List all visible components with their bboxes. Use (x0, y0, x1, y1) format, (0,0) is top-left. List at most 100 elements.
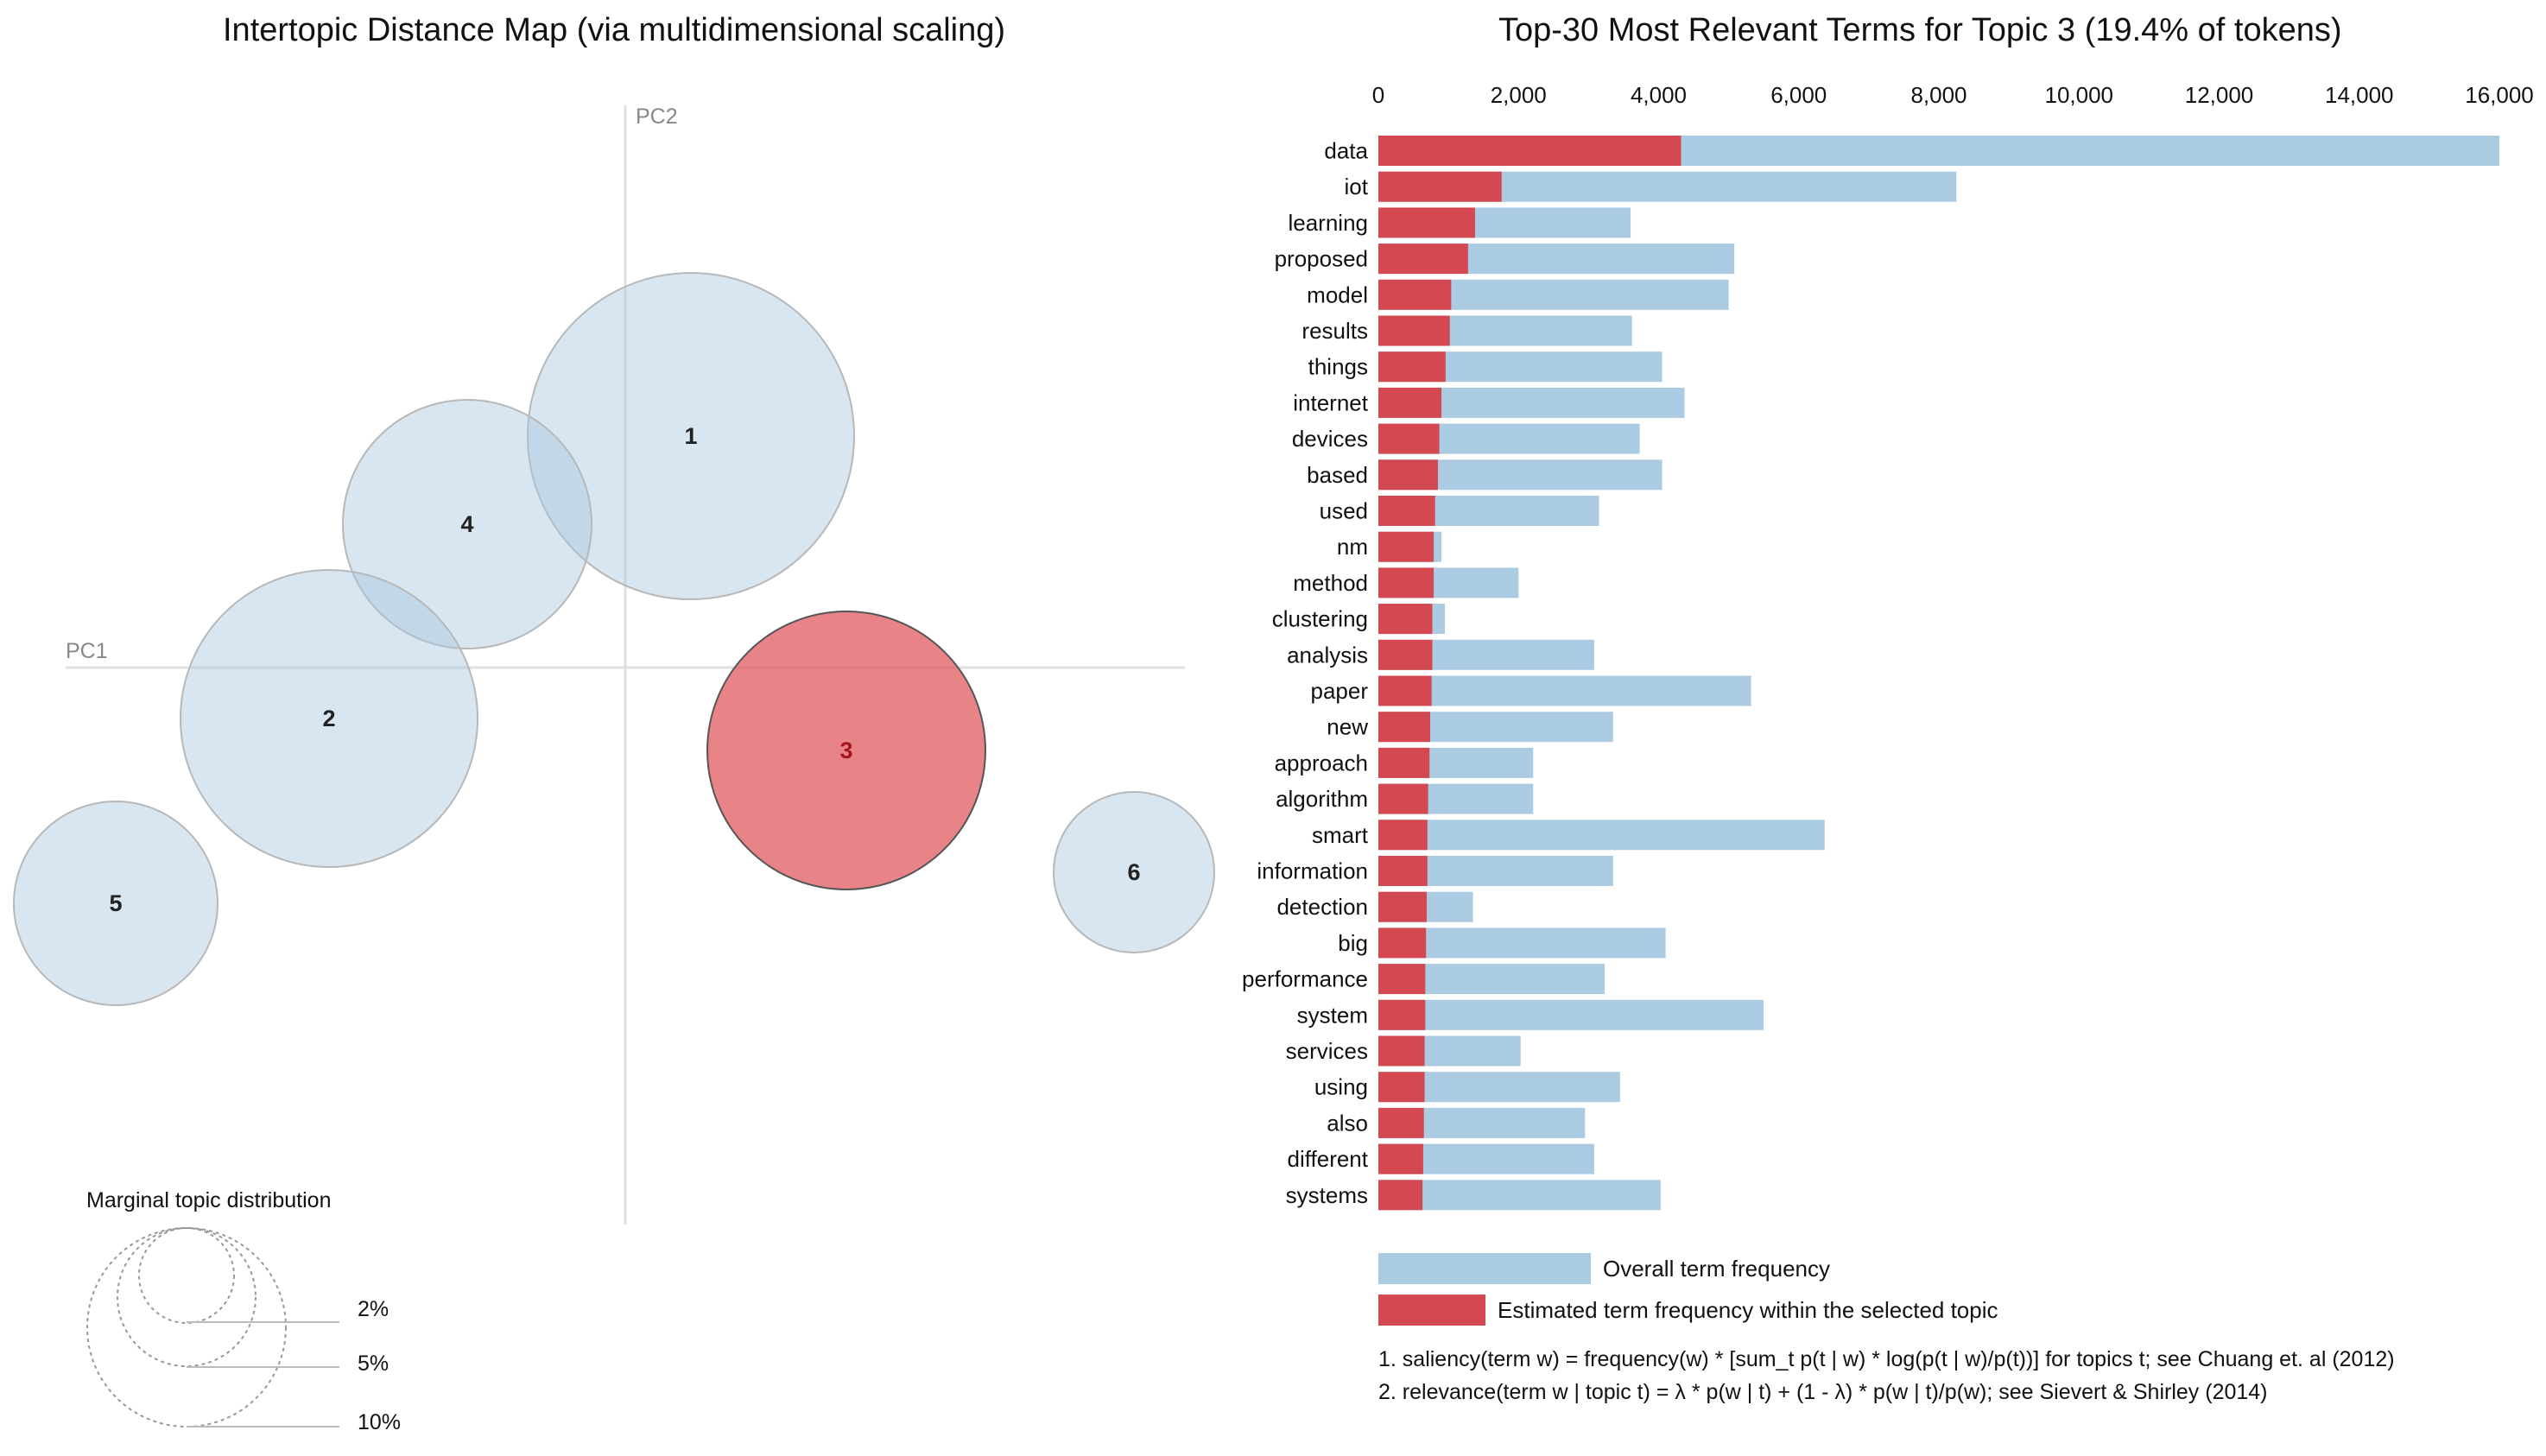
bar-topic-frequency (1378, 639, 1433, 670)
term-row[interactable]: smart (1312, 820, 1825, 851)
bar-topic-frequency (1378, 531, 1434, 562)
term-row[interactable]: performance (1242, 964, 1606, 995)
term-row[interactable]: using (1314, 1072, 1620, 1103)
bar-topic-frequency (1378, 136, 1682, 166)
term-label[interactable]: data (1324, 138, 1368, 164)
intertopic-distance-map: PC1 PC2 1 4 2 3 6 5 Marginal topic distr… (13, 104, 1215, 1434)
term-label[interactable]: results (1302, 318, 1368, 344)
topic-circle-2[interactable] (180, 569, 478, 868)
term-row[interactable]: approach (1275, 747, 1534, 778)
term-row[interactable]: systems (1286, 1180, 1661, 1211)
term-label[interactable]: detection (1276, 894, 1368, 920)
term-row[interactable]: information (1257, 856, 1613, 886)
term-label[interactable]: iot (1345, 174, 1369, 199)
pc1-axis-label: PC1 (66, 639, 108, 663)
term-label[interactable]: based (1307, 462, 1368, 488)
term-label[interactable]: services (1286, 1038, 1368, 1064)
term-row[interactable]: detection (1276, 891, 1473, 922)
bar-topic-frequency (1378, 315, 1450, 346)
term-label[interactable]: also (1327, 1110, 1368, 1136)
topic-circle-4[interactable] (342, 399, 592, 649)
term-row[interactable]: algorithm (1276, 783, 1534, 814)
bar-topic-frequency (1378, 675, 1432, 706)
term-label[interactable]: internet (1293, 389, 1368, 415)
term-row[interactable]: method (1293, 567, 1519, 598)
bar-topic-frequency (1378, 783, 1428, 814)
term-label[interactable]: devices (1292, 426, 1368, 452)
term-label[interactable]: learning (1288, 210, 1368, 236)
term-label[interactable]: using (1314, 1074, 1368, 1100)
term-label[interactable]: used (1320, 498, 1368, 524)
term-label[interactable]: paper (1311, 678, 1369, 704)
term-label[interactable]: model (1307, 282, 1368, 307)
term-row[interactable]: results (1302, 315, 1632, 346)
bar-rows: data iot learning proposed model results thing… (1242, 136, 2499, 1211)
term-row[interactable]: devices (1292, 423, 1640, 454)
bar-topic-frequency (1378, 891, 1427, 922)
term-label[interactable]: proposed (1275, 246, 1368, 272)
term-label[interactable]: systems (1286, 1182, 1368, 1208)
term-row[interactable]: clustering (1272, 604, 1446, 635)
bar-overall-frequency (1378, 999, 1764, 1030)
bar-topic-frequency (1378, 747, 1430, 778)
bar-topic-frequency (1378, 999, 1426, 1030)
term-row[interactable]: iot (1345, 171, 1957, 202)
topic-label-1: 1 (684, 423, 697, 449)
bar-topic-frequency (1378, 279, 1452, 310)
marginal-circle-5pct (117, 1227, 256, 1367)
term-row[interactable]: learning (1288, 207, 1631, 238)
term-label[interactable]: nm (1337, 534, 1368, 560)
bar-topic-frequency (1378, 712, 1431, 743)
bar-topic-frequency (1378, 604, 1433, 635)
term-label[interactable]: analysis (1287, 642, 1368, 668)
legend-label-overall: Overall term frequency (1603, 1256, 1830, 1282)
footnote-relevance: 2. relevance(term w | topic t) = λ * p(w… (1378, 1380, 2268, 1404)
term-label[interactable]: performance (1242, 966, 1368, 992)
term-row[interactable]: proposed (1275, 244, 1735, 275)
term-label[interactable]: different (1288, 1146, 1369, 1172)
term-row[interactable]: internet (1293, 387, 1685, 418)
term-row[interactable]: things (1308, 351, 1662, 383)
bar-topic-frequency (1378, 1035, 1425, 1067)
term-label[interactable]: method (1293, 570, 1368, 596)
term-label[interactable]: big (1338, 930, 1368, 956)
topic-circle-1[interactable] (527, 272, 855, 600)
term-row[interactable]: services (1286, 1035, 1521, 1067)
topic-circle-5[interactable] (13, 801, 218, 1006)
term-row[interactable]: based (1307, 459, 1662, 491)
x-tick-label: 2,000 (1491, 82, 1547, 108)
topic-circle-6[interactable] (1053, 791, 1215, 953)
term-label[interactable]: system (1297, 1002, 1368, 1028)
term-row[interactable]: analysis (1287, 639, 1594, 670)
marginal-distribution-title: Marginal topic distribution (86, 1188, 331, 1212)
bar-topic-frequency (1378, 820, 1428, 851)
term-row[interactable]: different (1288, 1143, 1594, 1174)
bar-overall-frequency (1378, 820, 1825, 851)
term-row[interactable]: model (1307, 279, 1729, 310)
legend-swatch-topic (1378, 1295, 1485, 1326)
term-row[interactable]: used (1320, 496, 1599, 526)
term-label[interactable]: approach (1275, 750, 1368, 775)
term-row[interactable]: paper (1311, 675, 1751, 706)
bar-topic-frequency (1378, 244, 1468, 275)
bar-topic-frequency (1378, 351, 1446, 383)
bar-topic-frequency (1378, 1143, 1423, 1174)
x-tick-label: 16,000 (2465, 82, 2534, 108)
marginal-label-2pct: 2% (358, 1297, 389, 1321)
x-tick-label: 6,000 (1770, 82, 1827, 108)
term-row[interactable]: system (1297, 999, 1764, 1030)
term-label[interactable]: things (1308, 354, 1368, 380)
intertopic-map-title: Intertopic Distance Map (via multidimens… (223, 12, 1006, 48)
term-label[interactable]: smart (1312, 822, 1369, 848)
term-label[interactable]: clustering (1272, 606, 1368, 632)
term-row[interactable]: new (1327, 712, 1613, 743)
term-row[interactable]: big (1338, 927, 1666, 959)
term-label[interactable]: new (1327, 714, 1368, 740)
term-row[interactable]: nm (1337, 531, 1442, 562)
topic-circle-3[interactable] (706, 611, 986, 890)
term-label[interactable]: information (1257, 858, 1368, 884)
term-row[interactable]: also (1327, 1107, 1586, 1138)
term-label[interactable]: algorithm (1276, 786, 1368, 812)
term-row[interactable]: data (1324, 136, 2499, 166)
topic-label-3: 3 (839, 737, 852, 763)
